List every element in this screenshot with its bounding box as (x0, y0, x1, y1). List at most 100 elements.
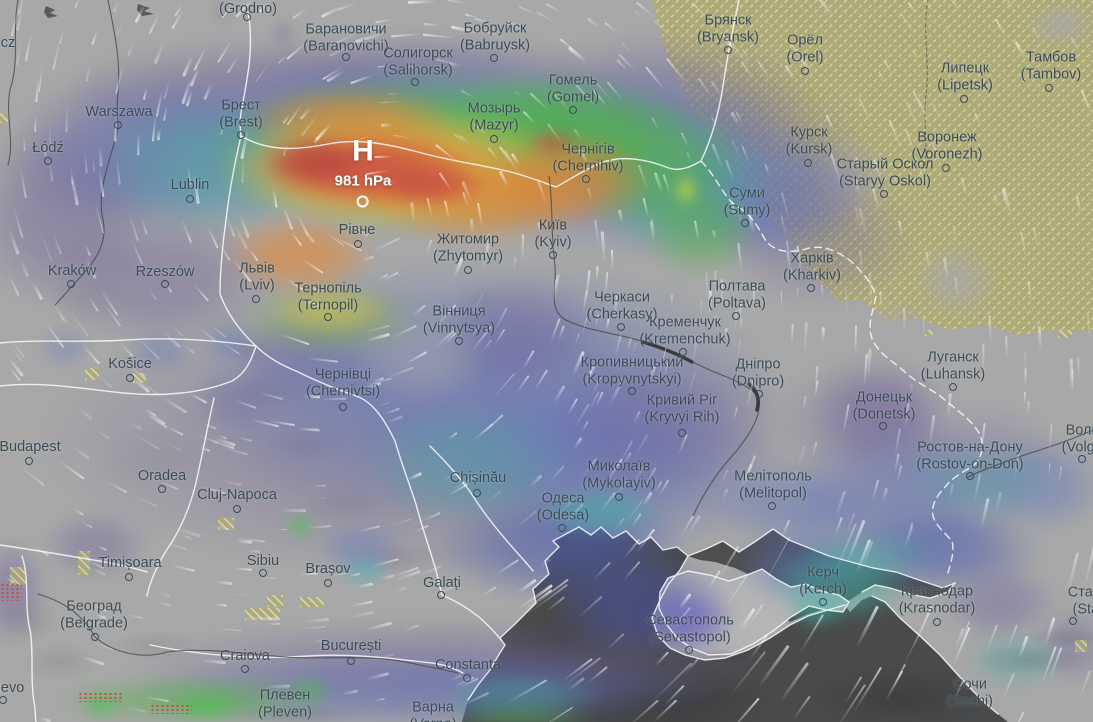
city-label: Вінниця (Vinnytsya) (423, 304, 495, 337)
city-marker (628, 387, 636, 395)
coastline (658, 568, 850, 656)
city-marker (755, 390, 763, 398)
city-label: Солигорск (Salihorsk) (383, 46, 452, 79)
city-label: cz (1, 35, 16, 52)
city-marker (685, 646, 693, 654)
city-marker (126, 374, 134, 382)
city-marker (161, 280, 169, 288)
city-marker (678, 429, 686, 437)
city-translit: (Babruysk) (459, 37, 531, 53)
city-marker (804, 159, 812, 167)
city-label: Луганск (Luhansk) (921, 350, 985, 383)
city-name: Воронеж (917, 129, 977, 146)
city-name: Galați (423, 574, 461, 591)
city-marker (455, 337, 463, 345)
city-marker (490, 54, 498, 62)
city-marker (741, 219, 749, 227)
city-label: Мозырь (Mazyr) (468, 101, 521, 134)
city-name: Кривий Ріг (646, 392, 718, 409)
city-name: Košice (108, 355, 152, 372)
city-marker (411, 78, 419, 86)
city-label: Донецьк (Donetsk) (853, 390, 916, 423)
city-name: Севастополь (646, 612, 734, 629)
city-translit: (Salihorsk) (383, 62, 453, 78)
freezing-rain-mark (150, 704, 192, 714)
city-name: Липецк (940, 60, 990, 77)
city-label: Черкаси (Cherkasy) (587, 290, 658, 323)
city-marker (342, 53, 350, 61)
city-name: Брянск (704, 12, 752, 29)
city-label: Чернігів (Chernihiv) (553, 142, 624, 175)
city-marker (966, 472, 974, 480)
city-marker (933, 618, 941, 626)
country-border (295, 370, 396, 442)
pressure-center-icon (357, 195, 369, 208)
city-marker (354, 240, 362, 248)
city-label: Орёл (Orel) (786, 33, 823, 66)
city-marker (549, 251, 557, 259)
city-name: Харків (790, 250, 834, 267)
city-label: Тамбов (Tambov) (1021, 50, 1081, 83)
city-name: Łódź (32, 139, 64, 156)
city-label: Волгодонск (Volgodonsk) (1062, 423, 1093, 456)
city-name: Волгодонск (1065, 422, 1093, 439)
city-name: Мозырь (467, 100, 521, 117)
city-marker (259, 569, 267, 577)
city-marker (437, 591, 445, 599)
country-border (700, 160, 983, 577)
city-label: Београд (Belgrade) (60, 599, 128, 632)
city-label: Брест (Brest) (219, 98, 263, 131)
city-name: Донецьк (855, 389, 913, 406)
city-label: Ставрополь (Stavropol) (1068, 585, 1093, 618)
city-name: Rzeszów (135, 263, 195, 280)
country-border (0, 544, 148, 573)
city-marker (1078, 455, 1086, 463)
city-translit: (Mazyr) (469, 117, 519, 133)
city-translit: (Melitopol) (739, 485, 807, 501)
city-marker (243, 13, 251, 21)
city-name: Brașov (305, 560, 351, 577)
city-name: Cluj-Napoca (197, 486, 277, 503)
city-marker (879, 422, 887, 430)
city-label: Тернопіль (Ternopil) (294, 281, 361, 314)
city-name: Warszawa (85, 103, 153, 120)
city-label: Кропивницький (Kropyvnytskyi) (581, 355, 684, 388)
city-translit: (Stavropol) (1072, 601, 1093, 617)
city-label: Керч (Kerch) (799, 565, 847, 598)
city-name: Београд (66, 598, 122, 615)
city-translit: (Orel) (786, 49, 824, 65)
city-marker (44, 157, 52, 165)
country-border (429, 445, 534, 572)
city-name: Тернопіль (294, 280, 362, 297)
city-marker (960, 95, 968, 103)
city-marker (732, 312, 740, 320)
city-label: Миколаїв (Mykolayiv) (582, 459, 655, 492)
city-label: Курск (Kursk) (786, 125, 833, 158)
city-name: Полтава (708, 278, 766, 295)
city-label: Чернівці (Chernivtsi) (306, 367, 380, 400)
city-marker (942, 164, 950, 172)
city-label: Sibiu (247, 553, 279, 570)
city-translit: (Belgrade) (60, 615, 128, 631)
city-name: Чернівці (314, 366, 372, 383)
city-label: jevo (0, 680, 24, 697)
city-name: Миколаїв (587, 458, 651, 475)
city-marker (114, 121, 122, 129)
city-translit: (Kryvyi Rih) (644, 409, 720, 425)
city-name: Одеса (541, 490, 585, 507)
city-marker (819, 598, 827, 606)
city-label: Warszawa (85, 104, 152, 121)
city-marker (186, 195, 194, 203)
region-border (924, 0, 929, 166)
city-marker (347, 657, 355, 665)
city-name: Тамбов (1025, 49, 1077, 66)
city-translit: (Pleven) (258, 704, 312, 720)
city-name: Черкаси (594, 289, 650, 306)
city-translit: (Vinnytsya) (422, 320, 496, 336)
city-name: Lublin (170, 176, 210, 193)
city-label: Кривий Ріг (Kryvyi Rih) (645, 393, 720, 426)
city-name: Старый Оскол (836, 156, 934, 173)
city-marker (237, 131, 245, 139)
